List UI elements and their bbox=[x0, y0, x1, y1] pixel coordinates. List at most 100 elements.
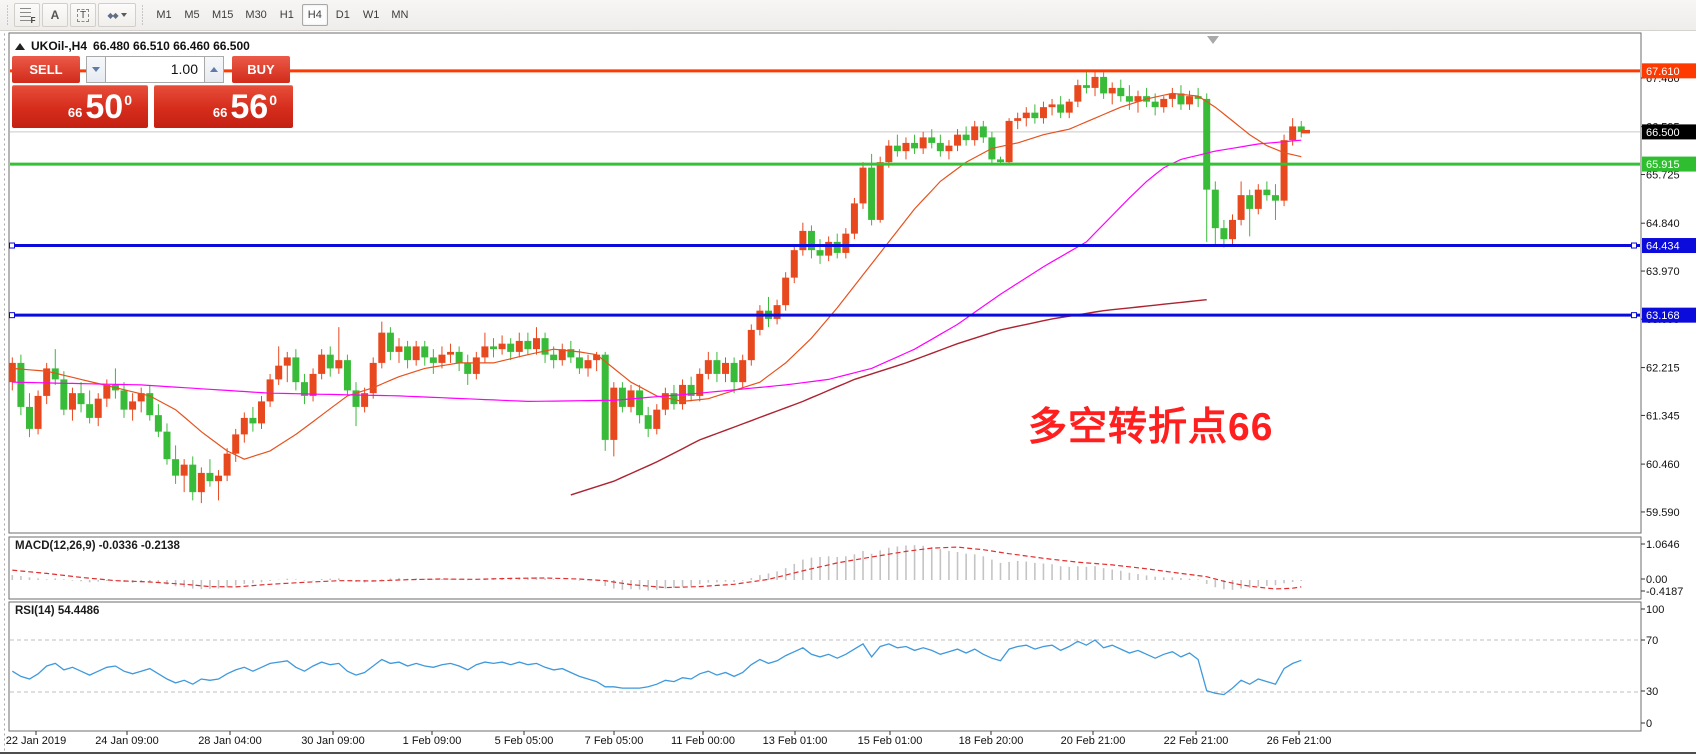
candle-body bbox=[51, 368, 59, 380]
one-click-trading-panel: SELL 1.00 BUY 66 50 0 66 56 0 bbox=[12, 56, 293, 128]
price-badge bbox=[1642, 124, 1696, 140]
chart-shift-marker-icon[interactable] bbox=[1207, 36, 1219, 44]
price-tick-label: 59.590 bbox=[1646, 507, 1680, 519]
time-label: 22 Feb 21:00 bbox=[1163, 735, 1229, 747]
candle-body bbox=[1039, 107, 1047, 119]
candle-body bbox=[120, 390, 128, 410]
candle-body bbox=[464, 362, 472, 374]
candle-body bbox=[1014, 118, 1022, 121]
candle-body bbox=[103, 384, 111, 399]
buy-price-display[interactable]: 66 56 0 bbox=[154, 85, 293, 128]
candle-body bbox=[86, 404, 94, 418]
candle-body bbox=[954, 134, 962, 146]
line-handle[interactable] bbox=[9, 242, 15, 249]
toolbar: F A T ◆◆ M1 M5 M15 M30 H1 H4 D1 W1 MN bbox=[0, 0, 1696, 31]
time-axis[interactable]: 22 Jan 2019 24 Jan 09:00 28 Jan 04:00 30 Ja… bbox=[5, 735, 1648, 751]
sell-price-prefix: 66 bbox=[67, 104, 83, 120]
price-badge bbox=[1642, 63, 1696, 79]
time-label: 18 Feb 20:00 bbox=[958, 735, 1024, 747]
candle-body bbox=[266, 379, 274, 402]
tf-button-M30[interactable]: M30 bbox=[245, 9, 267, 21]
candle-body bbox=[421, 346, 429, 358]
candle-body bbox=[653, 409, 661, 429]
candle-body bbox=[1125, 96, 1133, 102]
slow-ma-line[interactable] bbox=[570, 299, 1207, 496]
candle-body bbox=[1100, 76, 1108, 94]
candle-body bbox=[1203, 98, 1211, 190]
candle-body bbox=[1091, 76, 1099, 88]
candle-body bbox=[257, 401, 265, 424]
candle-body bbox=[369, 362, 377, 394]
fibonacci-tool-button[interactable]: F bbox=[14, 3, 40, 27]
candle-body bbox=[885, 145, 893, 163]
tf-button-D1[interactable]: D1 bbox=[335, 9, 350, 21]
line-handle[interactable] bbox=[9, 312, 15, 319]
text-label-tool-button[interactable]: T bbox=[70, 3, 96, 27]
line-handle[interactable] bbox=[1631, 312, 1637, 319]
candle-body bbox=[790, 250, 798, 278]
medium-ma-line[interactable] bbox=[12, 139, 1302, 403]
arrows-tool-button[interactable]: ◆◆ bbox=[98, 3, 136, 27]
candle-body bbox=[1065, 101, 1073, 113]
tf-button-M1[interactable]: M1 bbox=[156, 9, 172, 21]
volume-decrease-button[interactable] bbox=[86, 56, 106, 83]
chart-annotation-text[interactable]: 多空转折点66 bbox=[1028, 406, 1274, 449]
expand-triangle-icon[interactable] bbox=[15, 42, 25, 50]
candle-body bbox=[455, 351, 463, 363]
sell-button[interactable]: SELL bbox=[12, 56, 80, 83]
candle-body bbox=[378, 332, 386, 363]
price-tick-label: 61.345 bbox=[1646, 410, 1680, 422]
text-tool-button[interactable]: A bbox=[42, 3, 68, 27]
volume-increase-button[interactable] bbox=[204, 56, 224, 83]
price-tick-label: 60.460 bbox=[1646, 459, 1680, 471]
candle-body bbox=[335, 360, 343, 369]
candle-body bbox=[318, 354, 326, 374]
price-tick-label: 63.970 bbox=[1646, 266, 1680, 278]
candle-body bbox=[249, 417, 257, 424]
panel-frame bbox=[8, 536, 1642, 600]
candle-body bbox=[1005, 120, 1013, 163]
candle-body bbox=[1271, 195, 1279, 201]
toolbar-drag-handle[interactable] bbox=[5, 4, 10, 26]
buy-button[interactable]: BUY bbox=[232, 56, 290, 83]
candle-body bbox=[232, 434, 240, 454]
candle-body bbox=[936, 142, 944, 152]
arrows-icon: ◆◆ bbox=[107, 10, 118, 20]
candle-body bbox=[773, 305, 781, 319]
toolbar-drag-handle[interactable] bbox=[140, 4, 145, 26]
tf-button-M5[interactable]: M5 bbox=[184, 9, 200, 21]
candle-body bbox=[1280, 140, 1288, 201]
last-price-dash bbox=[1301, 129, 1310, 134]
candle-body bbox=[1194, 96, 1202, 99]
chart-canvas[interactable]: 67.48066.59565.72564.84063.97063.09562.2… bbox=[8, 31, 1696, 753]
price-badge-label: 66.500 bbox=[1646, 127, 1680, 139]
candle-body bbox=[601, 354, 609, 440]
candle-body bbox=[34, 395, 42, 429]
price-axis[interactable]: 67.48066.59565.72564.84063.97063.09562.2… bbox=[35, 63, 1696, 735]
candle-body bbox=[825, 241, 833, 256]
tf-button-H1[interactable]: H1 bbox=[279, 9, 294, 21]
time-label: 22 Jan 2019 bbox=[5, 735, 67, 747]
volume-input[interactable]: 1.00 bbox=[106, 56, 204, 83]
candle-body bbox=[532, 338, 540, 350]
fast-ma-line[interactable] bbox=[12, 92, 1302, 460]
candle-body bbox=[1108, 87, 1116, 94]
candle-body bbox=[782, 277, 790, 306]
tf-button-MN[interactable]: MN bbox=[391, 9, 409, 21]
panel-frame bbox=[8, 601, 1642, 732]
tf-button-M15[interactable]: M15 bbox=[212, 9, 234, 21]
candle-body bbox=[240, 417, 248, 435]
candle-body bbox=[722, 362, 730, 374]
tf-button-H4[interactable]: H4 bbox=[301, 4, 328, 26]
candle-body bbox=[558, 349, 566, 361]
indicator-axis-label: -0.4187 bbox=[1646, 586, 1683, 598]
candle-body bbox=[68, 393, 76, 410]
price-badge-label: 67.610 bbox=[1646, 66, 1680, 78]
line-handle[interactable] bbox=[1631, 242, 1637, 249]
candle-body bbox=[902, 142, 910, 152]
tf-button-W1[interactable]: W1 bbox=[362, 9, 380, 21]
sell-price-display[interactable]: 66 50 0 bbox=[12, 85, 148, 128]
time-label: 11 Feb 00:00 bbox=[670, 735, 736, 747]
macd-layer bbox=[11, 545, 1303, 591]
candle-body bbox=[962, 134, 970, 141]
